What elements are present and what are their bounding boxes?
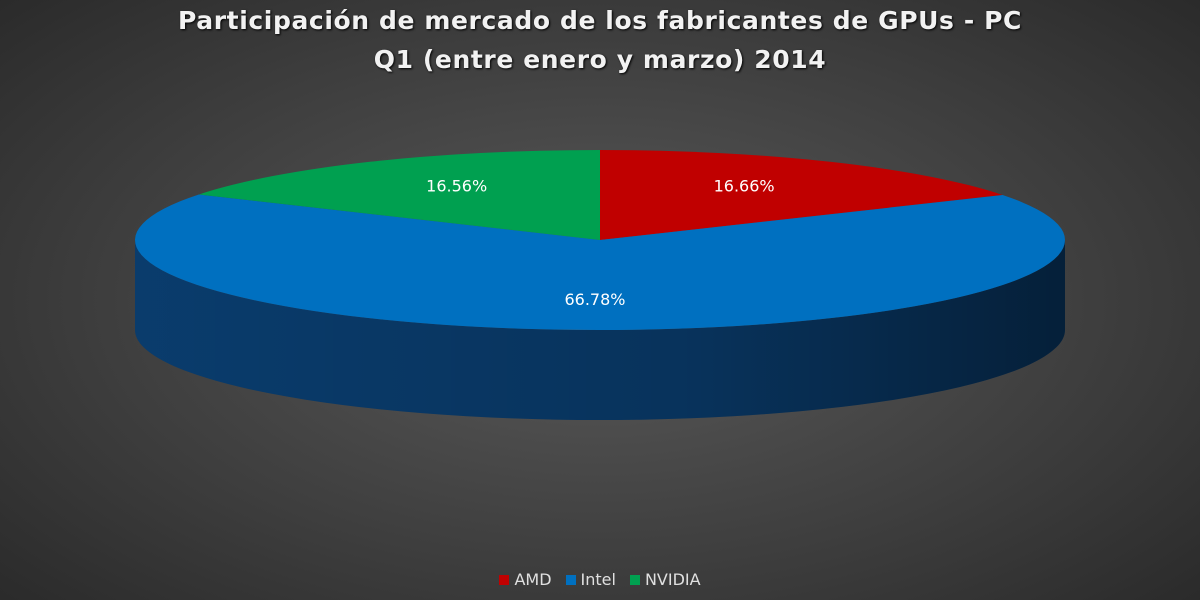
data-label-intel: 66.78%: [564, 290, 625, 309]
pie-slice-amd: [600, 150, 1003, 240]
chart-title-line1: Participación de mercado de los fabrican…: [178, 6, 1022, 35]
legend-swatch-amd: [499, 574, 510, 585]
chart-title-line2: Q1 (entre enero y marzo) 2014: [373, 45, 827, 74]
legend-item-intel: Intel: [565, 570, 616, 589]
data-label-nvidia: 16.56%: [426, 177, 487, 196]
legend-swatch-intel: [565, 574, 576, 585]
legend-label-nvidia: NVIDIA: [644, 570, 701, 589]
legend-swatch-nvidia: [629, 574, 640, 585]
legend-label-amd: AMD: [514, 570, 552, 589]
legend: AMD Intel NVIDIA: [0, 570, 1200, 589]
legend-item-nvidia: NVIDIA: [629, 570, 701, 589]
pie-slice-intel: [134, 194, 1065, 330]
legend-label-intel: Intel: [580, 570, 616, 589]
data-label-amd: 16.66%: [714, 177, 775, 196]
legend-item-amd: AMD: [499, 570, 552, 589]
pie-slice-nvidia: [198, 150, 600, 240]
